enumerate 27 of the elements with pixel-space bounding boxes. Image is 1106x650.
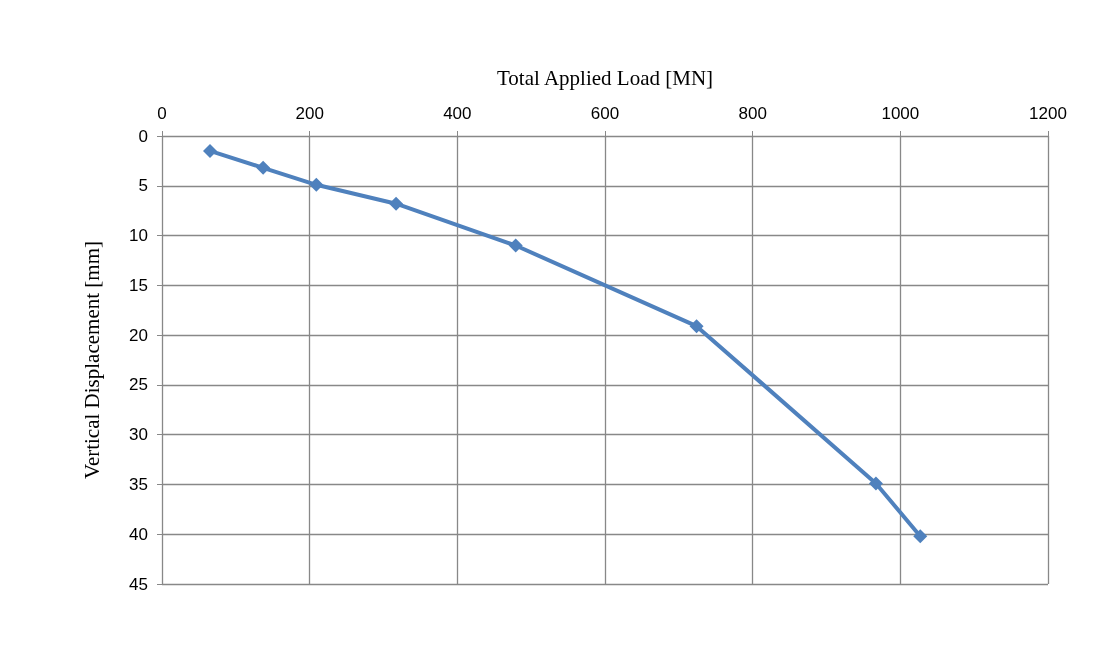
point [689,319,704,334]
y-tick-label: 15 [129,275,148,295]
point [913,529,928,544]
x-tick-label: 200 [295,104,324,123]
point [202,143,217,158]
point [309,177,324,192]
x-tick-label: 0 [157,104,167,123]
y-tick-label: 30 [129,425,148,445]
y-tick-label: 20 [129,325,148,345]
x-tick-label: 1000 [881,104,920,123]
point [256,160,271,175]
y-tick-label: 10 [129,226,148,246]
point [868,476,883,491]
x-tick-label: 1200 [1029,104,1067,123]
y-tick-label: 40 [129,524,148,544]
x-tick-label: 800 [738,104,767,123]
y-tick-label: 0 [138,126,148,146]
point [389,196,404,211]
y-tick-label: 5 [138,176,148,196]
point [508,238,523,253]
y-axis-title: Vertical Displacement [mm] [79,241,104,479]
x-tick-label: 400 [443,104,472,123]
y-tick-label: 35 [129,474,148,494]
y-tick-label: 45 [129,574,148,594]
x-axis-title: Total Applied Load [MN] [496,65,714,90]
x-tick-label: 600 [590,104,620,123]
y-tick-label: 25 [129,375,148,395]
